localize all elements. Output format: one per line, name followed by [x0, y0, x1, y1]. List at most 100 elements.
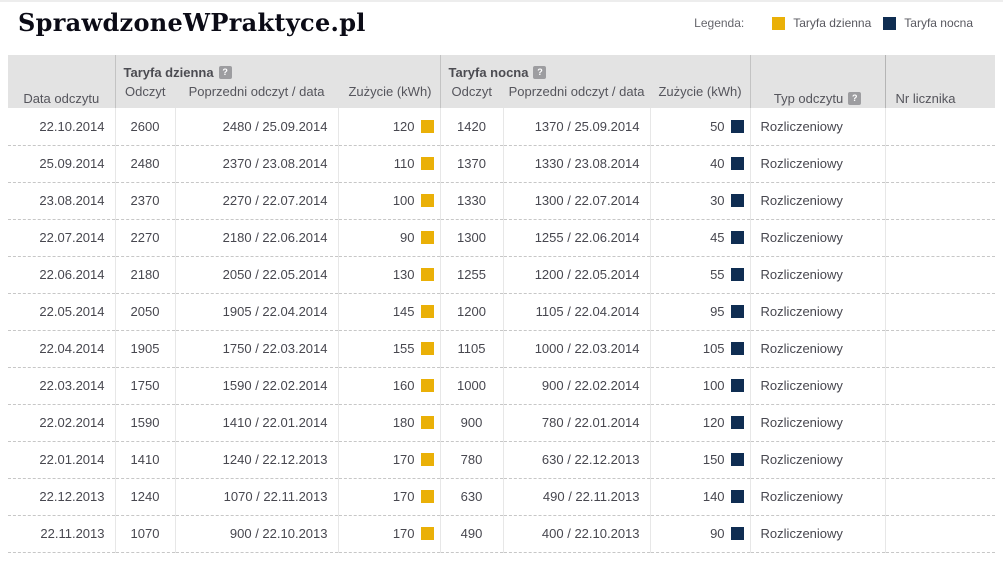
night-tariff-swatch-icon [730, 490, 744, 503]
reading-type-cell: Rozliczeniowy [749, 404, 886, 442]
night-usage-cell: 40 [649, 145, 751, 183]
day-tariff-swatch-icon [420, 305, 434, 318]
night-usage-value: 120 [702, 415, 725, 430]
night-previous-cell: 1300 / 22.07.2014 [502, 182, 651, 220]
table-row: 23.08.2014 2370 2270 / 22.07.2014 100 13… [8, 182, 996, 220]
night-previous-cell: 1255 / 22.06.2014 [502, 219, 651, 257]
day-usage-value: 120 [392, 118, 415, 134]
reading-date-cell: 25.09.2014 [8, 145, 115, 183]
reading-date-cell: 22.07.2014 [8, 219, 115, 257]
header-night-reading: Odczyt [439, 82, 504, 108]
day-tariff-swatch-icon [420, 119, 434, 133]
night-reading-cell: 1200 [439, 293, 504, 331]
meter-number-cell [884, 219, 996, 257]
reading-type-cell: Rozliczeniowy [749, 367, 886, 405]
header-meter-number: Nr licznika [884, 55, 996, 108]
header-reading-date: Data odczytu [8, 55, 115, 108]
reading-date-cell: 22.01.2014 [8, 441, 115, 479]
table-row: 22.05.2014 2050 1905 / 22.04.2014 145 12… [8, 293, 996, 331]
day-previous-cell: 1905 / 22.04.2014 [174, 293, 338, 331]
day-usage-cell: 90 [337, 219, 441, 257]
header-reading-type-label: Typ odczytu [773, 91, 844, 106]
night-usage-cell: 120 [649, 404, 751, 442]
day-usage-cell: 155 [337, 330, 441, 368]
day-previous-cell: 2370 / 23.08.2014 [174, 145, 338, 183]
night-tariff-swatch-icon [730, 119, 744, 133]
header-night-usage: Zużycie (kWh) [650, 82, 751, 108]
night-tariff-swatch-icon [730, 305, 744, 318]
header-night-tariff-label: Taryfa nocna [448, 65, 529, 80]
night-previous-cell: 1000 / 22.03.2014 [502, 330, 651, 368]
day-reading-cell: 2600 [114, 108, 175, 146]
night-usage-cell: 140 [649, 478, 751, 516]
day-reading-cell: 1070 [114, 515, 175, 553]
night-reading-cell: 1420 [439, 108, 504, 146]
table-row: 22.01.2014 1410 1240 / 22.12.2013 170 78… [8, 441, 996, 479]
meter-number-cell [884, 145, 996, 183]
day-usage-cell: 130 [337, 256, 441, 294]
help-icon[interactable]: ? [848, 92, 862, 105]
night-usage-cell: 90 [649, 515, 751, 553]
header-night-tariff-group: Taryfa nocna? [439, 55, 751, 82]
legend-item-night-label: Taryfa nocna [904, 16, 973, 30]
night-usage-cell: 30 [649, 182, 751, 220]
night-previous-cell: 400 / 22.10.2013 [502, 515, 651, 553]
day-tariff-swatch-icon [420, 379, 434, 392]
day-usage-cell: 170 [337, 441, 441, 479]
table-row: 25.09.2014 2480 2370 / 23.08.2014 110 13… [8, 145, 996, 183]
reading-type-cell: Rozliczeniowy [749, 219, 886, 257]
night-reading-cell: 1300 [439, 219, 504, 257]
reading-date-cell: 22.12.2013 [8, 478, 115, 516]
meter-number-cell [884, 182, 996, 220]
day-usage-value: 160 [392, 378, 415, 393]
help-icon[interactable]: ? [218, 66, 232, 79]
header-day-reading: Odczyt [114, 82, 175, 108]
legend-item-night: Taryfa nocna [883, 16, 973, 30]
reading-type-cell: Rozliczeniowy [749, 515, 886, 553]
night-reading-cell: 490 [439, 515, 504, 553]
night-usage-cell: 45 [649, 219, 751, 257]
night-usage-cell: 50 [649, 108, 751, 146]
night-previous-cell: 1370 / 25.09.2014 [502, 108, 651, 146]
table-row: 22.04.2014 1905 1750 / 22.03.2014 155 11… [8, 330, 996, 368]
reading-type-cell: Rozliczeniowy [749, 293, 886, 331]
night-reading-cell: 630 [439, 478, 504, 516]
night-usage-value: 150 [702, 452, 725, 467]
night-usage-cell: 95 [649, 293, 751, 331]
day-reading-cell: 1905 [114, 330, 175, 368]
night-previous-cell: 490 / 22.11.2013 [502, 478, 651, 516]
day-usage-cell: 180 [337, 404, 441, 442]
night-tariff-swatch-icon [730, 157, 744, 170]
reading-date-cell: 22.04.2014 [8, 330, 115, 368]
night-tariff-swatch-icon [730, 268, 744, 281]
table-row: 22.02.2014 1590 1410 / 22.01.2014 180 90… [8, 404, 996, 442]
day-usage-value: 90 [400, 230, 415, 245]
reading-date-cell: 22.10.2014 [8, 108, 115, 146]
reading-date-cell: 22.11.2013 [8, 515, 115, 553]
day-reading-cell: 2050 [114, 293, 175, 331]
day-usage-value: 110 [393, 156, 415, 171]
night-tariff-swatch-icon [730, 379, 744, 392]
reading-type-cell: Rozliczeniowy [749, 441, 886, 479]
day-usage-cell: 170 [337, 478, 441, 516]
day-previous-cell: 1070 / 22.11.2013 [174, 478, 338, 516]
table-row: 22.06.2014 2180 2050 / 22.05.2014 130 12… [8, 256, 996, 294]
night-tariff-swatch-icon [730, 453, 744, 466]
reading-type-cell: Rozliczeniowy [749, 330, 886, 368]
help-icon[interactable]: ? [533, 66, 547, 79]
night-usage-value: 140 [702, 489, 725, 504]
night-usage-cell: 100 [649, 367, 751, 405]
site-logo[interactable]: SprawdzoneWPraktyce.pl [18, 8, 366, 37]
reading-type-cell: Rozliczeniowy [749, 478, 886, 516]
day-usage-value: 155 [392, 341, 415, 356]
header-day-usage: Zużycie (kWh) [338, 82, 441, 108]
reading-date-cell: 22.03.2014 [8, 367, 115, 405]
day-usage-value: 170 [392, 526, 415, 541]
reading-type-cell: Rozliczeniowy [749, 145, 886, 183]
night-tariff-swatch-icon [730, 231, 744, 244]
night-previous-cell: 1200 / 22.05.2014 [502, 256, 651, 294]
day-usage-cell: 170 [337, 515, 441, 553]
day-previous-cell: 2050 / 22.05.2014 [174, 256, 338, 294]
day-usage-value: 145 [392, 304, 415, 319]
header-day-tariff-label: Taryfa dzienna [123, 65, 214, 80]
